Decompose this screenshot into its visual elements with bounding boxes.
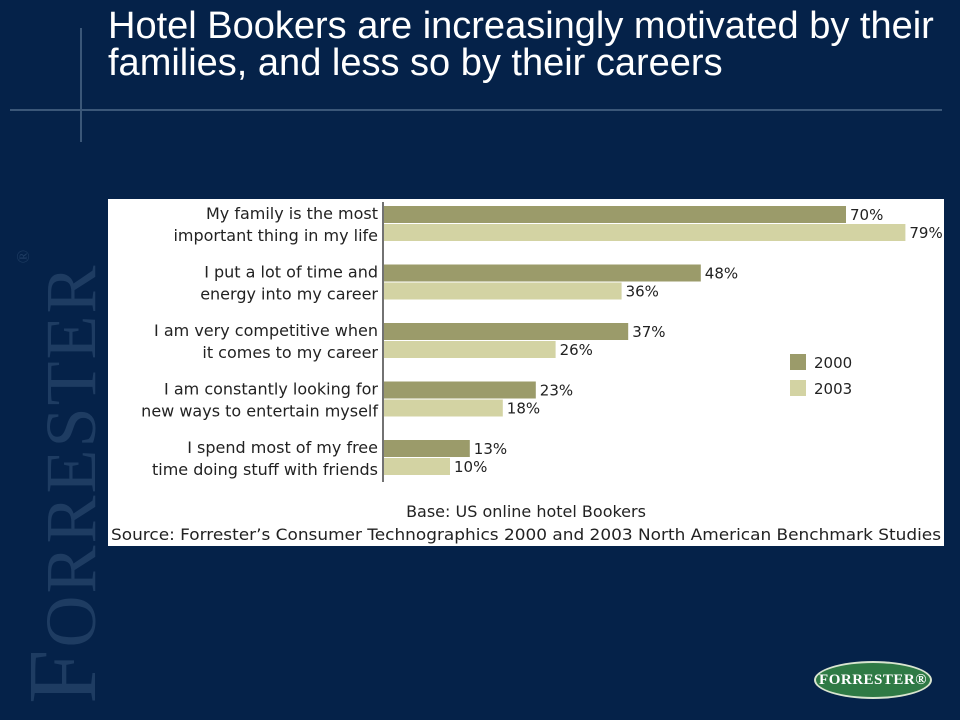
category-label: energy into my career	[200, 285, 378, 304]
value-label-2003: 26%	[560, 341, 593, 359]
category-label: I am constantly looking for	[164, 380, 378, 399]
bar-2003	[384, 458, 450, 475]
bar-2003	[384, 341, 556, 358]
legend-label-2003: 2003	[814, 380, 852, 398]
bar-2003	[384, 282, 622, 300]
category-label: it comes to my career	[202, 343, 378, 362]
bar-2000	[384, 323, 629, 340]
legend-swatch-2000	[790, 354, 806, 370]
badge-text: FORRESTER®	[819, 671, 927, 688]
category-label: time doing stuff with friends	[152, 460, 378, 479]
category-label: I am very competitive when	[154, 321, 378, 340]
bar-2003	[384, 399, 503, 417]
legend-label-2000: 2000	[814, 354, 852, 372]
value-label-2000: 70%	[850, 206, 883, 224]
value-label-2003: 18%	[507, 400, 540, 418]
category-label: important thing in my life	[173, 226, 378, 245]
decorative-vertical-line	[80, 28, 82, 142]
forrester-side-logo: FORRESTER®	[9, 247, 117, 704]
value-label-2003: 10%	[454, 458, 487, 476]
chart-panel: My family is the most important thing in …	[108, 199, 944, 546]
bar-2000	[384, 381, 536, 399]
value-label-2000: 48%	[705, 265, 738, 283]
value-label-2000: 13%	[474, 440, 507, 458]
category-label: new ways to entertain myself	[141, 402, 378, 421]
side-logo-initial: F	[9, 647, 117, 704]
chart-base-note: Base: US online hotel Bookers	[406, 502, 646, 521]
decorative-horizontal-line	[10, 109, 942, 111]
chart-source-note: Source: Forrester’s Consumer Technograph…	[111, 525, 941, 544]
value-label-2000: 37%	[632, 323, 665, 341]
forrester-logo-badge: FORRESTER®	[814, 661, 932, 699]
value-label-2000: 23%	[540, 382, 573, 400]
legend-swatch-2003	[790, 380, 806, 396]
category-label: My family is the most	[206, 204, 378, 223]
bar-2003	[384, 224, 906, 241]
bar-2000	[384, 206, 846, 223]
bar-2000	[384, 264, 701, 282]
bar-2000	[384, 440, 470, 457]
value-label-2003: 79%	[909, 224, 942, 242]
category-label: I spend most of my free	[187, 438, 378, 457]
slide-title: Hotel Bookers are increasingly motivated…	[108, 5, 934, 84]
side-logo-rest: ORRESTER	[31, 263, 111, 648]
category-label: I put a lot of time and	[204, 263, 378, 282]
bar-chart: My family is the most important thing in …	[111, 202, 943, 544]
side-logo-registered-mark: ®	[13, 247, 33, 264]
value-label-2003: 36%	[626, 283, 659, 301]
